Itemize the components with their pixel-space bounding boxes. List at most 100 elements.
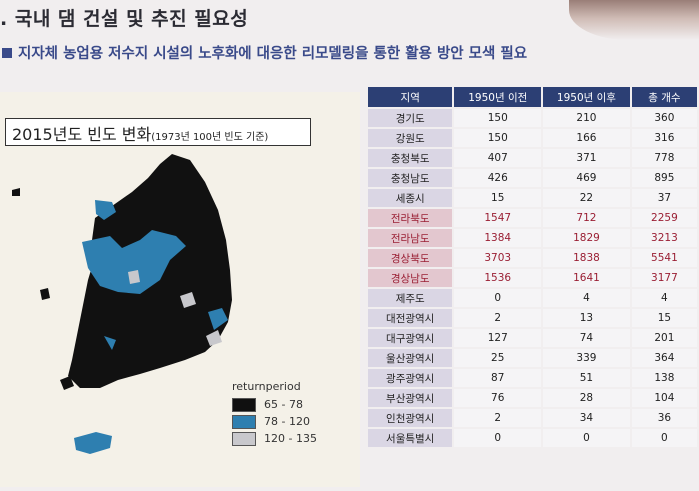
jeju-island: [74, 432, 112, 454]
before-1950-cell: 25: [454, 349, 542, 367]
blue-region-south-coast: [208, 308, 228, 330]
subtitle: 지자체 농업용 저수지 시설의 노후화에 대응한 리모델링을 통한 활용 방안 …: [2, 42, 527, 63]
region-cell: 광주광역시: [368, 369, 453, 387]
legend-label: 120 - 135: [264, 432, 317, 445]
region-cell: 부산광역시: [368, 389, 453, 407]
region-cell: 충청남도: [368, 169, 453, 187]
region-cell: 대구광역시: [368, 329, 453, 347]
after-1950-cell: 22: [543, 189, 630, 207]
subtitle-text: 지자체 농업용 저수지 시설의 노후화에 대응한 리모델링을 통한 활용 방안 …: [18, 46, 528, 62]
before-1950-cell: 1547: [454, 209, 542, 227]
before-1950-cell: 2: [454, 309, 542, 327]
table-row: 울산광역시 25 339 364: [368, 349, 697, 367]
after-1950-cell: 210: [543, 109, 630, 127]
table-row: 경상남도 1536 1641 3177: [368, 269, 697, 287]
region-cell: 제주도: [368, 289, 453, 307]
map-title-note: (1973년 100년 빈도 기준): [151, 132, 269, 143]
table-header-row: 지역 1950년 이전 1950년 이후 총 개수: [368, 87, 697, 107]
legend-swatch-black: [232, 397, 256, 412]
map-title-box: 2015년도 빈도 변화(1973년 100년 빈도 기준): [5, 118, 311, 146]
header-decoration: [569, 0, 699, 40]
table-row: 강원도 150 166 316: [368, 129, 697, 147]
total-cell: 5541: [631, 249, 697, 267]
legend-label: 65 - 78: [264, 398, 303, 411]
table-row: 대구광역시 127 74 201: [368, 329, 697, 347]
total-cell: 37: [631, 189, 697, 207]
region-cell: 강원도: [368, 129, 453, 147]
after-1950-cell: 74: [543, 329, 630, 347]
header-region: 지역: [368, 87, 453, 107]
table-row: 전라남도 1384 1829 3213: [368, 229, 697, 247]
region-cell: 경기도: [368, 109, 453, 127]
region-cell: 대전광역시: [368, 309, 453, 327]
after-1950-cell: 1838: [543, 249, 630, 267]
table-body: 경기도 150 210 360 강원도 150 166 316 충청북도 407 371 778 충청남…: [368, 109, 697, 447]
header-before-1950: 1950년 이전: [454, 87, 542, 107]
table-row: 제주도 0 4 4: [368, 289, 697, 307]
before-1950-cell: 150: [454, 129, 542, 147]
total-cell: 360: [631, 109, 697, 127]
map-title: 2015년도 빈도 변화: [12, 125, 152, 144]
header-after-1950: 1950년 이후: [543, 87, 630, 107]
gray-region-daejeon: [128, 270, 140, 284]
korea-map: [12, 154, 232, 454]
after-1950-cell: 166: [543, 129, 630, 147]
before-1950-cell: 76: [454, 389, 542, 407]
gray-region-daegu: [180, 292, 196, 308]
table-row: 세종시 15 22 37: [368, 189, 697, 207]
legend-label: 78 - 120: [264, 415, 310, 428]
total-cell: 895: [631, 169, 697, 187]
region-cell: 경상남도: [368, 269, 453, 287]
legend-title: returnperiod: [232, 380, 301, 393]
reservoir-table: 지역 1950년 이전 1950년 이후 총 개수 경기도 150 210 360 강원…: [366, 85, 699, 449]
total-cell: 778: [631, 149, 697, 167]
region-cell: 서울특별시: [368, 429, 453, 447]
region-cell: 울산광역시: [368, 349, 453, 367]
after-1950-cell: 28: [543, 389, 630, 407]
after-1950-cell: 1641: [543, 269, 630, 287]
total-cell: 364: [631, 349, 697, 367]
region-cell: 전라북도: [368, 209, 453, 227]
table-row: 광주광역시 87 51 138: [368, 369, 697, 387]
after-1950-cell: 371: [543, 149, 630, 167]
before-1950-cell: 150: [454, 109, 542, 127]
after-1950-cell: 4: [543, 289, 630, 307]
after-1950-cell: 712: [543, 209, 630, 227]
total-cell: 138: [631, 369, 697, 387]
table-row: 경기도 150 210 360: [368, 109, 697, 127]
bullet-square-icon: [2, 48, 12, 58]
before-1950-cell: 3703: [454, 249, 542, 267]
table-row: 서울특별시 0 0 0: [368, 429, 697, 447]
total-cell: 0: [631, 429, 697, 447]
total-cell: 4: [631, 289, 697, 307]
before-1950-cell: 1536: [454, 269, 542, 287]
region-cell: 경상북도: [368, 249, 453, 267]
legend-item: 78 - 120: [232, 413, 317, 430]
after-1950-cell: 469: [543, 169, 630, 187]
legend-item: 120 - 135: [232, 430, 317, 447]
table-row: 전라북도 1547 712 2259: [368, 209, 697, 227]
table-row: 부산광역시 76 28 104: [368, 389, 697, 407]
legend-item: 65 - 78: [232, 396, 317, 413]
region-cell: 세종시: [368, 189, 453, 207]
after-1950-cell: 1829: [543, 229, 630, 247]
before-1950-cell: 127: [454, 329, 542, 347]
table-row: 충청북도 407 371 778: [368, 149, 697, 167]
region-cell: 인천광역시: [368, 409, 453, 427]
map-legend: returnperiod 65 - 78 78 - 120 120 - 135: [232, 380, 317, 447]
header-total: 총 개수: [631, 87, 697, 107]
before-1950-cell: 1384: [454, 229, 542, 247]
before-1950-cell: 426: [454, 169, 542, 187]
total-cell: 201: [631, 329, 697, 347]
after-1950-cell: 34: [543, 409, 630, 427]
legend-swatch-blue: [232, 414, 256, 429]
table-row: 충청남도 426 469 895: [368, 169, 697, 187]
total-cell: 36: [631, 409, 697, 427]
before-1950-cell: 0: [454, 289, 542, 307]
blue-region-gyeonggi: [95, 200, 116, 220]
total-cell: 316: [631, 129, 697, 147]
region-cell: 전라남도: [368, 229, 453, 247]
after-1950-cell: 13: [543, 309, 630, 327]
total-cell: 104: [631, 389, 697, 407]
blue-region-chungcheong: [82, 230, 186, 294]
